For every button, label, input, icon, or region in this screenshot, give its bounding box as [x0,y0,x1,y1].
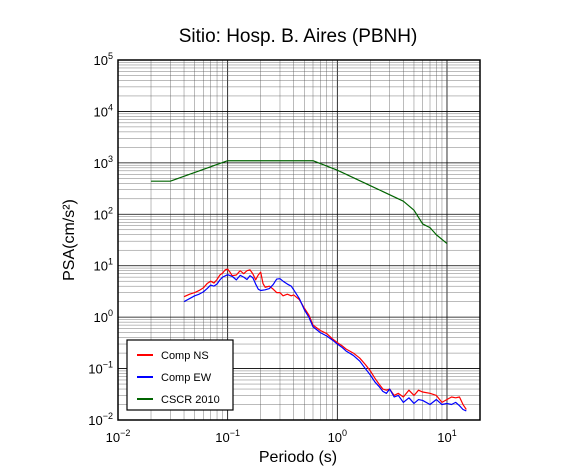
x-tick-label: 101 [437,428,456,445]
x-tick-label: 10−1 [215,428,240,445]
y-tick-label: 102 [94,205,113,222]
y-tick-labels: 10−2 10−1 100 101 102 103 104 105 [88,51,113,428]
legend: Comp NS Comp EW CSCR 2010 [126,339,234,411]
x-axis-label: Periodo (s) [259,449,337,466]
x-tick-label: 100 [328,428,347,445]
y-tick-label: 104 [94,102,113,119]
y-tick-label: 101 [94,257,113,274]
x-tick-label: 10−2 [106,428,131,445]
series-line [151,160,448,244]
chart-title: Sitio: Hosp. B. Aires (PBNH) [179,26,418,47]
series-line [183,274,467,412]
y-tick-label: 100 [94,308,113,325]
legend-label: Comp NS [161,350,209,362]
y-axis-label: PSA(cm/s²) [61,199,78,281]
y-tick-label: 10−2 [88,411,113,428]
grid-layer [117,59,481,421]
plot-frame [117,59,481,421]
y-tick-label: 103 [94,154,113,171]
legend-label: Comp EW [161,372,212,384]
x-tick-labels: 10−2 10−1 100 101 [106,428,457,445]
legend-label: CSCR 2010 [161,394,220,406]
y-tick-label: 105 [94,51,113,68]
y-tick-label: 10−1 [88,360,113,377]
series-layer [151,160,467,412]
